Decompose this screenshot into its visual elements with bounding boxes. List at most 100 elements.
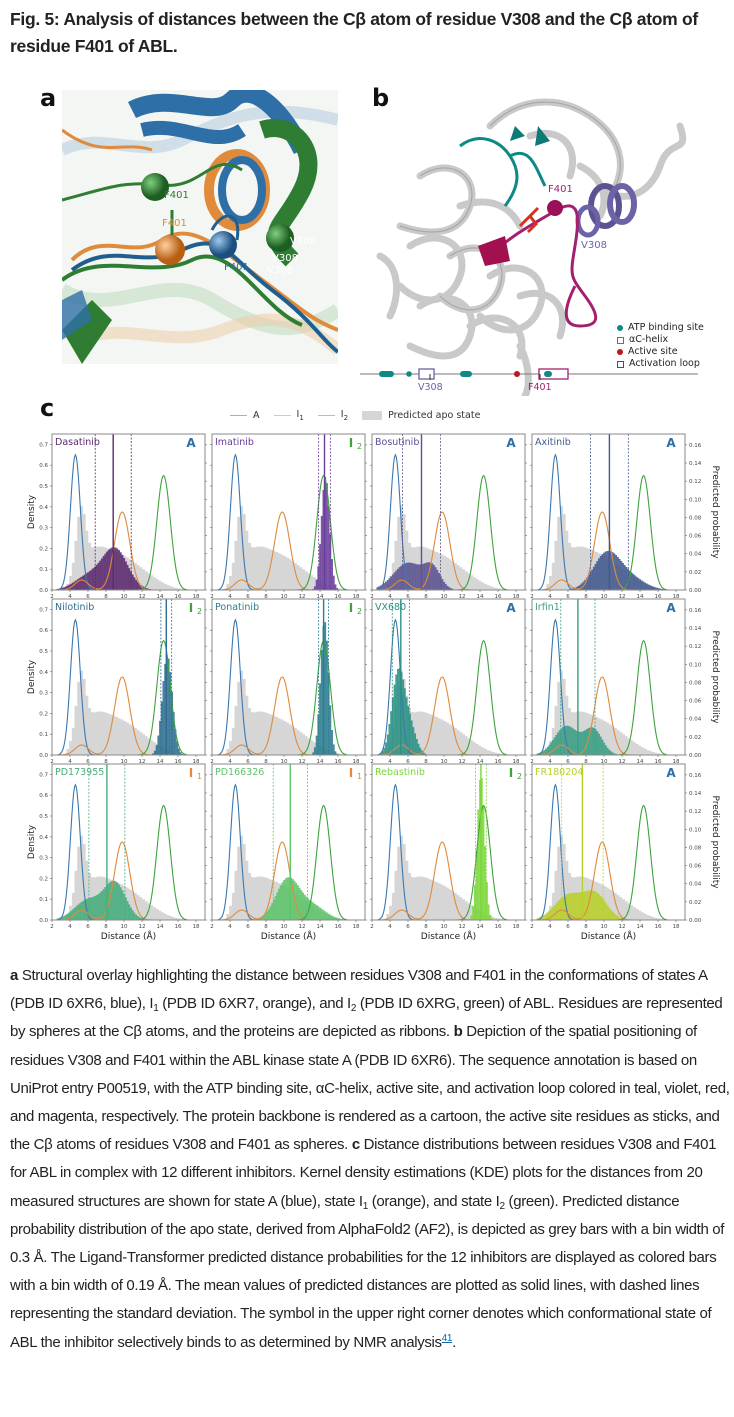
y2-tick-label: 0.08 [689, 680, 702, 686]
inhibitor-bar [116, 882, 119, 920]
apo-bar [603, 720, 607, 755]
apo-bar [497, 588, 501, 590]
inhibitor-bar [546, 912, 549, 920]
apo-bar [619, 732, 623, 755]
inhibitor-bar [599, 896, 602, 920]
apo-bar [467, 903, 471, 920]
y2-tick-label: 0.04 [689, 717, 702, 723]
x-axis-label: Distance (Å) [261, 930, 316, 942]
inhibitor-bar [482, 805, 485, 920]
dot-icon [617, 325, 623, 331]
x-tick-label: 8 [104, 924, 108, 930]
y-tick-label: 0.3 [39, 691, 48, 697]
inhibitor-bar [484, 846, 487, 920]
legend-item-ac-helix: αC-helix [617, 334, 704, 346]
inhibitor-bar [570, 892, 573, 920]
apo-bar [480, 582, 484, 590]
apo-bar [128, 559, 132, 590]
apo-bar [117, 718, 121, 755]
x-tick-label: 4 [388, 924, 392, 930]
kde-line-a [57, 453, 187, 591]
apo-bar [554, 870, 558, 920]
apo-bar [595, 882, 598, 920]
inhibitor-bar [107, 549, 110, 590]
inhibitor-bar [414, 563, 417, 590]
apo-bar [158, 910, 162, 920]
inhibitor-bar [272, 899, 275, 920]
inhibitor-bar [167, 658, 170, 755]
apo-bar [152, 742, 156, 755]
apo-bar [592, 715, 596, 755]
inhibitor-bar [119, 552, 122, 590]
inhibitor-bar [336, 917, 339, 920]
apo-bar [231, 727, 235, 755]
y2-tick-label: 0.00 [689, 753, 702, 759]
apo-bar [462, 899, 465, 920]
inhibitor-bar [136, 581, 139, 590]
apo-bar [586, 713, 590, 755]
apo-bar [600, 719, 604, 755]
kde-line-i1 [57, 676, 187, 756]
inhibitor-bar [560, 728, 563, 755]
x-tick-label: 12 [459, 759, 466, 765]
apo-bar [229, 740, 233, 755]
apo-bar [291, 561, 295, 590]
apo-bar [223, 588, 227, 590]
apo-bar [611, 561, 615, 590]
apo-bar [150, 905, 154, 920]
apo-bar [283, 885, 287, 920]
apo-bar [640, 747, 644, 755]
apo-bar [237, 516, 241, 590]
apo-bar [646, 914, 650, 920]
apo-bar [90, 877, 94, 920]
inhibitor-bar [568, 726, 571, 755]
inhibitor-bar [661, 588, 664, 590]
apo-bar [182, 589, 186, 590]
inhibitor-bar [429, 562, 432, 590]
apo-bar [318, 580, 322, 590]
apo-bar [429, 549, 433, 590]
apo-bar [160, 912, 164, 920]
apo-bar [451, 561, 455, 590]
inhibitor-bar [130, 907, 132, 920]
inhibitor-bar [551, 907, 554, 920]
apo-bar [402, 678, 406, 755]
apo-bar [459, 897, 463, 920]
apo-bar [445, 722, 449, 755]
inhibitor-bar [558, 899, 561, 920]
inhibitor-bar [383, 747, 386, 755]
apo-bar [226, 913, 230, 920]
inhibitor-bar [489, 914, 492, 920]
box-icon [617, 336, 624, 344]
y-tick-label: 0.5 [39, 484, 48, 490]
apo-bar [109, 879, 113, 920]
apo-bar [123, 555, 127, 590]
apo-bar [171, 917, 175, 920]
structural-overlay-image: F401 F401 F401 V308 V308 V308 [62, 90, 338, 364]
label-v308-i1: V308 [267, 265, 293, 276]
reference-link[interactable]: 41 [441, 1332, 453, 1344]
inhibitor-bar [327, 913, 330, 920]
apo-bar [315, 908, 319, 920]
inhibitor-bar [99, 560, 102, 590]
apo-bar [226, 583, 230, 590]
apo-bar [242, 843, 246, 920]
inhibitor-bar [100, 890, 103, 920]
kde-line-i2 [377, 474, 508, 591]
panel-label-a: a [40, 84, 57, 112]
x-tick-label: 14 [317, 594, 324, 600]
apo-bar [82, 678, 86, 755]
apo-bar [665, 919, 669, 920]
apo-bar [635, 578, 639, 590]
apo-bar [155, 578, 159, 590]
inhibitor-bar [591, 727, 594, 755]
x-tick-label: 12 [139, 759, 146, 765]
apo-bar [117, 883, 121, 920]
apo-bar [402, 843, 406, 920]
inhibitor-bar [65, 914, 67, 920]
inhibitor-bar [260, 916, 263, 920]
inhibitor-bar [568, 589, 571, 590]
inhibitor-bar [70, 583, 73, 590]
inhibitor-bar [153, 750, 156, 755]
apo-bar [277, 883, 281, 920]
